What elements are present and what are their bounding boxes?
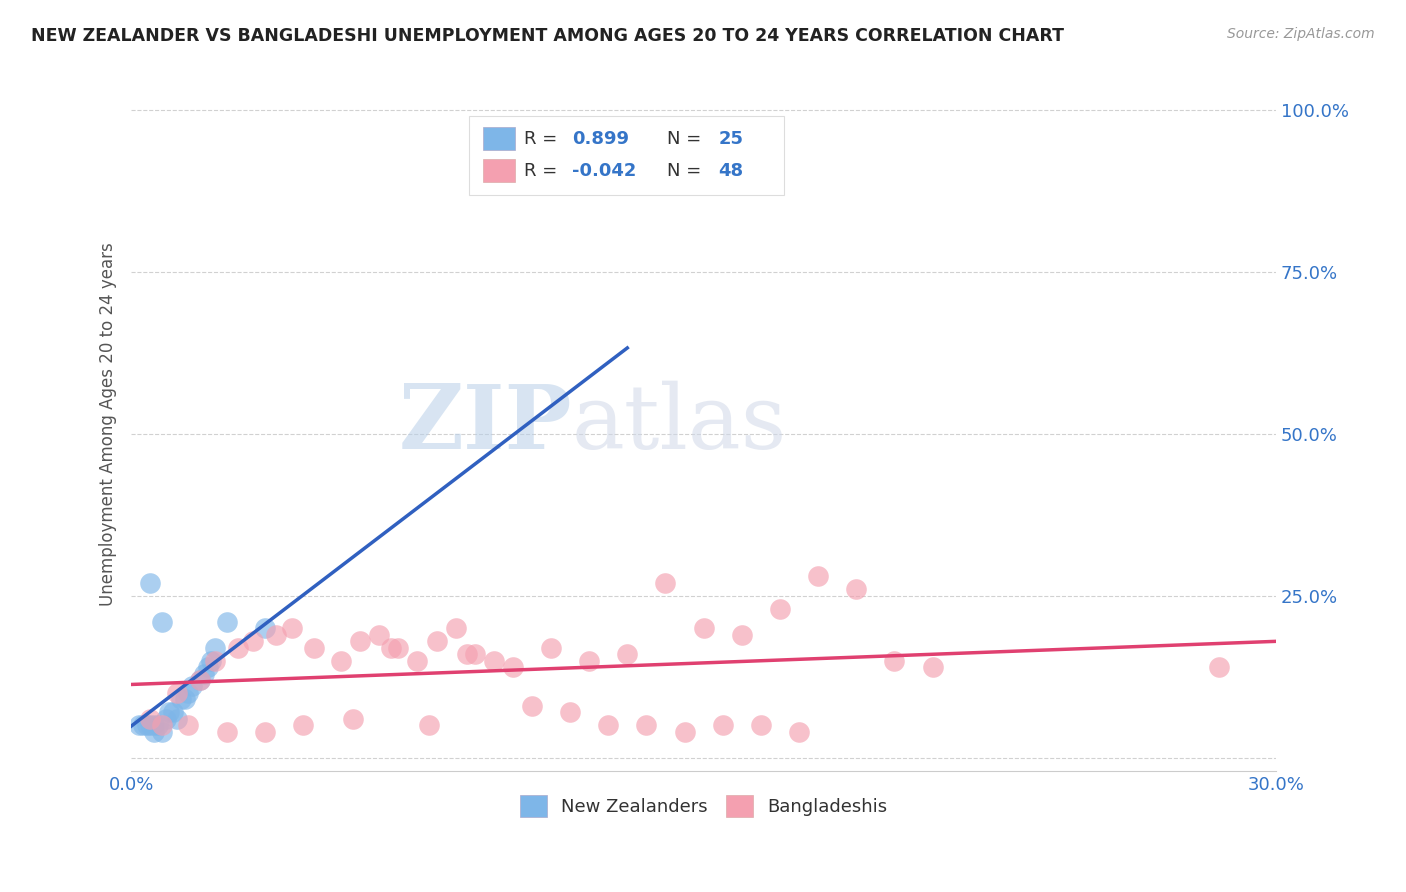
Point [349,634,371,648]
Point [578,654,600,668]
Bar [482,160,515,182]
Point [598,718,620,732]
Point [128,718,150,732]
Point [464,647,486,661]
Point [482,654,505,668]
Point [170,692,193,706]
Text: Source: ZipAtlas.com: Source: ZipAtlas.com [1227,27,1375,41]
Point [193,666,215,681]
Point [406,654,429,668]
Point [139,712,162,726]
Point [807,569,830,583]
Point [540,640,562,655]
Text: atlas: atlas [572,380,787,467]
Point [368,627,391,641]
Point [304,640,326,655]
Text: 25: 25 [718,130,744,148]
Text: -0.042: -0.042 [572,162,637,180]
Point [150,718,173,732]
Text: R =: R = [524,130,557,148]
Text: N =: N = [666,162,702,180]
Point [253,724,276,739]
Point [387,640,409,655]
Point [769,601,792,615]
Y-axis label: Unemployment Among Ages 20 to 24 years: Unemployment Among Ages 20 to 24 years [100,243,117,606]
Point [380,640,402,655]
Point [215,724,238,739]
Point [425,634,447,648]
Point [787,724,810,739]
Point [155,712,177,726]
Text: N =: N = [666,130,702,148]
Point [197,660,219,674]
Point [242,634,264,648]
Point [264,627,287,641]
Text: 0.899: 0.899 [572,130,628,148]
Point [654,575,676,590]
FancyBboxPatch shape [470,116,783,195]
Point [253,621,276,635]
Point [711,718,734,732]
Point [215,615,238,629]
Text: ZIP: ZIP [398,381,572,467]
Point [166,686,188,700]
Point [166,712,188,726]
Point [188,673,211,687]
Point [150,615,173,629]
Point [177,686,200,700]
Point [139,718,162,732]
Point [204,654,226,668]
Point [150,724,173,739]
Point [749,718,772,732]
Point [162,706,184,720]
Point [143,718,166,732]
Point [520,698,543,713]
Point [139,575,162,590]
Point [135,718,157,732]
Point [177,718,200,732]
Point [157,706,180,720]
Point [204,640,226,655]
Point [280,621,302,635]
Point [173,692,195,706]
Point [921,660,943,674]
Bar [482,128,515,150]
Point [131,718,153,732]
Point [502,660,524,674]
Point [291,718,314,732]
Point [636,718,658,732]
Point [143,724,166,739]
Text: R =: R = [524,162,557,180]
Point [456,647,478,661]
Point [692,621,714,635]
Point [1208,660,1230,674]
Legend: New Zealanders, Bangladeshis: New Zealanders, Bangladeshis [512,788,894,824]
Point [444,621,467,635]
Point [673,724,696,739]
Point [226,640,249,655]
Point [330,654,353,668]
Text: NEW ZEALANDER VS BANGLADESHI UNEMPLOYMENT AMONG AGES 20 TO 24 YEARS CORRELATION : NEW ZEALANDER VS BANGLADESHI UNEMPLOYMEN… [31,27,1064,45]
Point [845,582,868,597]
Point [200,654,222,668]
Text: 48: 48 [718,162,744,180]
Point [342,712,364,726]
Point [181,680,204,694]
Point [188,673,211,687]
Point [558,706,581,720]
Point [883,654,905,668]
Point [731,627,754,641]
Point [616,647,638,661]
Point [418,718,440,732]
Point [146,718,169,732]
